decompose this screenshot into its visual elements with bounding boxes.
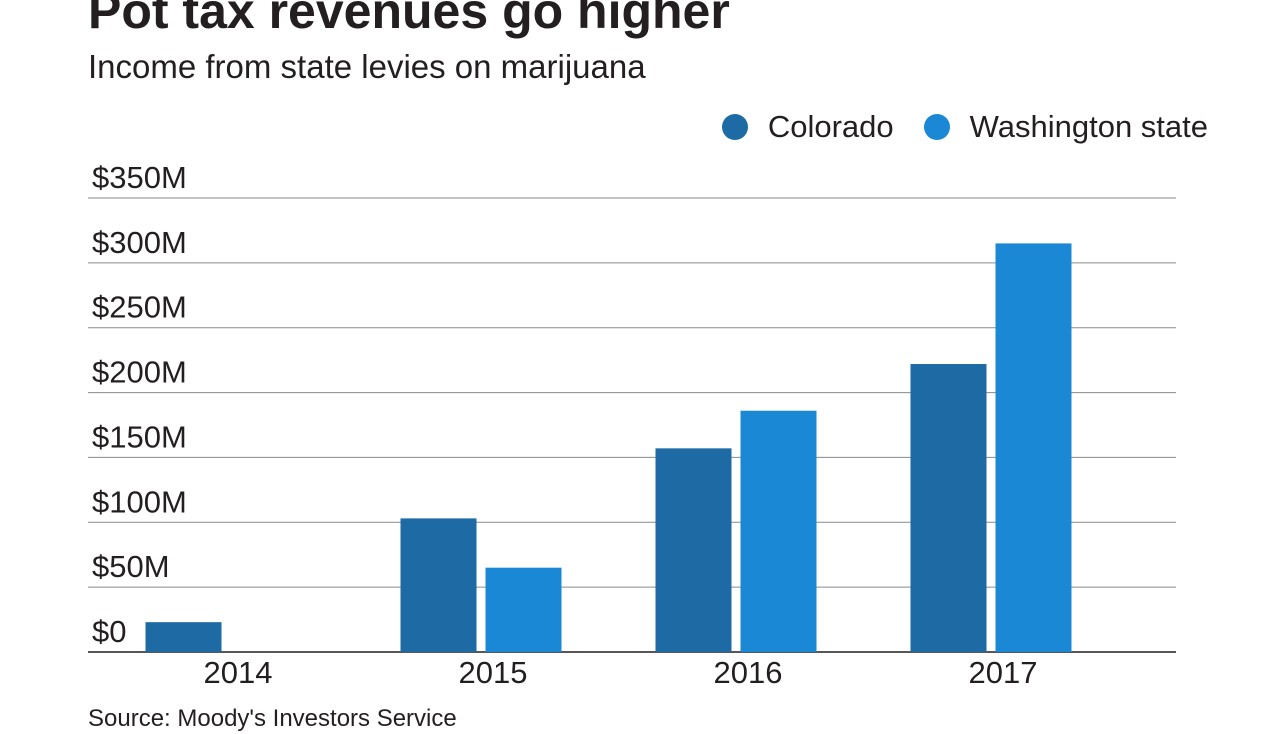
y-tick-label: $100M [92, 484, 187, 519]
legend-label-colorado: Colorado [767, 109, 894, 144]
y-tick-label: $350M [92, 160, 187, 195]
bar-layer [145, 243, 1072, 652]
legend-item-washington: Washington state [923, 107, 1208, 147]
legend-label-washington: Washington state [969, 109, 1208, 144]
y-tick-label: $0 [92, 614, 126, 649]
legend-swatch-washington [923, 114, 950, 140]
x-tick-label: 2015 [459, 655, 528, 690]
source-note: Source: Moody's Investors Service [88, 705, 457, 732]
chart-title: Pot tax revenues go higher [88, 0, 730, 39]
x-tick-label: 2017 [969, 655, 1038, 690]
y-tick-label: $150M [92, 419, 187, 454]
label-layer: $0 $50M $100M $150M $200M $250M $300M $350M 2014… [92, 160, 1037, 690]
y-tick-label: $50M [92, 549, 170, 584]
bar-colorado-2015 [400, 518, 477, 652]
x-tick-label: 2014 [204, 655, 273, 690]
grid-layer [88, 197, 1176, 653]
bar-colorado-2017 [910, 364, 987, 652]
y-tick-label: $300M [92, 225, 187, 260]
bar-washington-state-2016 [740, 410, 817, 652]
legend-item-colorado: Colorado [721, 107, 894, 147]
bar-colorado-2016 [655, 448, 732, 652]
y-tick-label: $200M [92, 355, 187, 390]
bar-washington-state-2017 [995, 243, 1072, 652]
bar-washington-state-2015 [485, 567, 562, 652]
legend: Colorado Washington state [692, 107, 1208, 147]
chart-subtitle: Income from state levies on marijuana [88, 48, 646, 85]
x-tick-label: 2016 [714, 655, 783, 690]
legend-swatch-colorado [721, 114, 748, 140]
bar-colorado-2014 [145, 622, 222, 652]
y-tick-label: $250M [92, 290, 187, 325]
